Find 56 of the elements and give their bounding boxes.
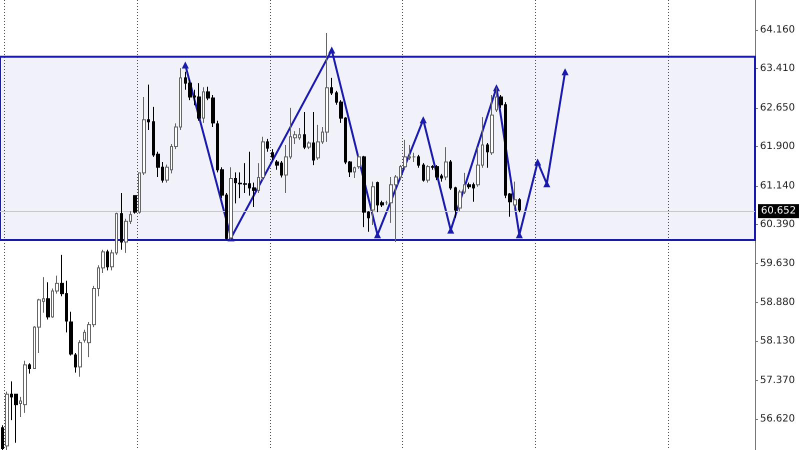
- candlestick: [449, 159, 452, 190]
- candlestick: [303, 111, 306, 150]
- candlestick: [74, 352, 77, 374]
- candlestick: [312, 111, 315, 166]
- candlestick: [325, 32, 329, 142]
- candlestick: [106, 249, 109, 271]
- y-tick-label: 56.620: [760, 414, 795, 425]
- candlestick: [417, 154, 420, 168]
- y-tick-label: 58.880: [760, 296, 795, 308]
- ref-line-label: 60.652: [761, 206, 796, 217]
- candlestick: [495, 87, 498, 112]
- candlestick: [307, 140, 311, 150]
- point: [420, 116, 427, 124]
- point: [182, 62, 189, 69]
- y-tick-label: 57.370: [760, 374, 795, 386]
- candlestick: [316, 124, 320, 160]
- candlestick: [422, 162, 425, 182]
- candlestick: [23, 360, 27, 414]
- candlestick: [202, 86, 205, 124]
- candlestick: [120, 192, 123, 250]
- candlestick: [371, 181, 375, 226]
- point: [534, 158, 542, 166]
- candlestick: [147, 84, 150, 131]
- candlestick: [353, 166, 356, 179]
- candlestick: [357, 154, 361, 170]
- candlestick: [1, 424, 4, 450]
- candlestick: [490, 94, 494, 156]
- point: [562, 68, 569, 76]
- candlestick: [362, 155, 366, 228]
- y-tick-label: 59.630: [760, 258, 795, 270]
- y-tick-label: 61.140: [760, 180, 795, 192]
- candlestick: [133, 195, 137, 214]
- candlestick: [486, 142, 489, 168]
- y-tick-label: 61.900: [760, 141, 795, 152]
- candlestick: [197, 82, 201, 122]
- y-tick-label: 62.650: [760, 102, 795, 114]
- point: [374, 231, 381, 238]
- point: [328, 46, 336, 54]
- candlestick: [513, 181, 517, 208]
- candlestick: [46, 282, 50, 320]
- candlestick: [444, 146, 448, 181]
- candlestick: [69, 311, 73, 356]
- candlestick: [271, 148, 274, 160]
- y-tick-label: 60.390: [760, 218, 795, 230]
- candlestick: [435, 164, 439, 181]
- candlestick: [78, 340, 82, 378]
- candlestick: [454, 186, 457, 218]
- y-tick-label: 64.160: [760, 24, 795, 36]
- candlestick: [28, 362, 31, 374]
- y-tick-label: 58.130: [760, 336, 795, 347]
- candlestick: [426, 164, 430, 184]
- candlestick: [266, 138, 269, 152]
- y-tick-label: 63.410: [760, 63, 795, 74]
- candlestick: [330, 77, 333, 96]
- candlestick: [5, 391, 9, 450]
- candlestick: [518, 198, 521, 213]
